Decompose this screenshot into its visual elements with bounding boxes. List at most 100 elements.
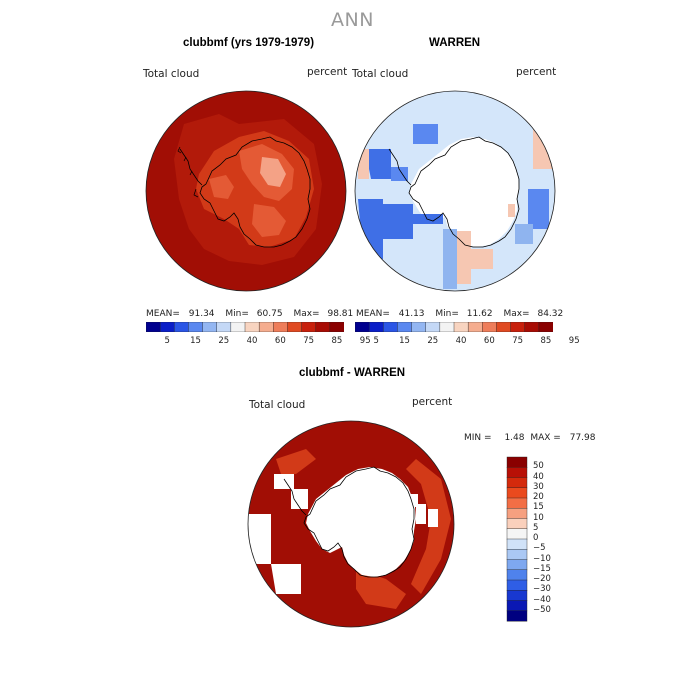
colorbar-swatch	[538, 322, 553, 332]
diff-ring-light-b	[356, 569, 406, 609]
colorbar-swatch	[506, 467, 528, 479]
left-stats: MEAN= 91.34 Min= 60.75 Max= 98.81	[146, 309, 353, 319]
colorbar-swatch	[496, 322, 512, 332]
right-map-border	[354, 90, 556, 292]
right-blue-block-e	[391, 167, 408, 181]
right-blue-block-i	[443, 229, 457, 289]
colorbar-tick-label: 60	[483, 336, 495, 346]
colorbar-tick-label: 25	[218, 336, 230, 346]
colorbar-swatch	[287, 322, 303, 332]
colorbar-swatch	[510, 322, 526, 332]
right-blue-block-g	[528, 189, 549, 229]
left-ice-light-b	[252, 204, 286, 237]
right-max-label: Max=	[503, 309, 530, 319]
colorbar-tick-label: 5	[533, 522, 539, 533]
colorbar-swatch	[383, 322, 398, 332]
colorbar-tick-label: 85	[540, 336, 552, 346]
colorbar-swatch	[506, 487, 528, 499]
colorbar-swatch	[506, 559, 528, 571]
diff-field-label: Total cloud	[249, 399, 306, 411]
colorbar-swatch	[230, 322, 246, 332]
left-polar-map	[145, 90, 347, 292]
left-field-label: Total cloud	[143, 68, 200, 80]
right-stats: MEAN= 41.13 Min= 11.62 Max= 84.32	[356, 309, 563, 319]
colorbar-tick-label: 75	[512, 336, 524, 346]
diff-min-value: 1.48	[504, 433, 525, 443]
colorbar-swatch	[244, 322, 260, 332]
colorbar-tick-label: 40	[246, 336, 258, 346]
left-coast-islands	[177, 146, 199, 198]
diff-ring-light-a	[406, 459, 451, 594]
diff-unit-label: percent	[412, 396, 453, 408]
colorbar-swatch	[506, 569, 528, 581]
diff-max-label: MAX =	[530, 433, 561, 443]
colorbar-tick-label: 95	[359, 336, 371, 346]
right-polar-map	[354, 90, 556, 292]
colorbar-swatch	[397, 322, 413, 332]
colorbar-swatch	[506, 590, 528, 602]
right-field-label: Total cloud	[352, 68, 409, 80]
colorbar-swatch	[202, 322, 218, 332]
left-panel-title: clubbmf (yrs 1979-1979)	[183, 37, 315, 49]
colorbar-swatch	[506, 518, 528, 530]
left-ice-pale-a	[260, 157, 286, 187]
colorbar-tick-label: 30	[533, 481, 544, 492]
colorbar-swatch	[411, 322, 427, 332]
colorbar-swatch	[273, 322, 288, 332]
right-pink-block-d	[358, 149, 369, 179]
colorbar-tick-label: 0	[533, 533, 539, 543]
colorbar-tick-label: 5	[373, 336, 379, 346]
colorbar-tick-label: −5	[533, 543, 546, 554]
right-blue-block-b	[383, 204, 413, 239]
colorbar-tick-label: −30	[533, 584, 551, 595]
left-ice-light-c	[209, 175, 234, 199]
colorbar-tick-label: 15	[533, 502, 544, 513]
colorbar-tick-label: 15	[399, 336, 410, 346]
left-colorbar	[146, 322, 344, 332]
diff-max-value: 77.98	[569, 433, 596, 443]
right-blue-block-d	[365, 149, 391, 179]
colorbar-tick-label: 15	[190, 336, 201, 346]
right-pink-block-b	[471, 249, 493, 269]
colorbar-tick-label: 5	[164, 336, 170, 346]
diff-white-block-g	[406, 494, 418, 507]
colorbar-swatch	[216, 322, 232, 332]
right-blue-block-f	[413, 124, 438, 144]
colorbar-tick-label: 50	[533, 461, 544, 472]
right-blue-block-a	[358, 199, 383, 259]
right-mean-label: MEAN=	[356, 309, 390, 319]
figure-title: ANN	[331, 9, 374, 31]
colorbar-tick-label: −20	[533, 574, 551, 584]
colorbar-tick-label: 85	[331, 336, 343, 346]
diff-map-border	[247, 420, 455, 628]
colorbar-tick-label: −15	[533, 563, 551, 574]
colorbar-swatch	[506, 497, 528, 509]
colorbar-tick-label: 40	[533, 471, 544, 482]
colorbar-swatch	[425, 322, 441, 332]
colorbar-swatch	[506, 610, 528, 622]
colorbar-swatch	[524, 322, 540, 332]
left-max-label: Max=	[293, 309, 320, 319]
right-mean-value: 41.13	[398, 309, 425, 319]
colorbar-swatch	[355, 322, 370, 332]
left-mean-value: 91.34	[188, 309, 215, 319]
colorbar-swatch	[506, 528, 528, 540]
colorbar-tick-label: 25	[427, 336, 439, 346]
colorbar-swatch	[439, 322, 455, 332]
diff-white-block-d	[291, 489, 308, 509]
colorbar-swatch	[506, 508, 528, 520]
colorbar-tick-label: 60	[274, 336, 286, 346]
colorbar-tick-label: 75	[303, 336, 315, 346]
colorbar-swatch	[506, 456, 528, 468]
diff-coastline	[283, 466, 415, 578]
diff-white-block-c	[274, 474, 294, 489]
diff-stats: MIN = 1.48 MAX = 77.98	[464, 433, 596, 443]
left-min-label: Min=	[225, 309, 249, 319]
colorbar-swatch	[506, 579, 528, 591]
right-colorbar-labels: 5 15 25 40 60 75 85 95	[355, 336, 579, 348]
colorbar-swatch	[301, 322, 317, 332]
left-map-border	[145, 90, 347, 292]
right-blue-block-h	[515, 224, 533, 244]
colorbar-swatch	[467, 322, 483, 332]
